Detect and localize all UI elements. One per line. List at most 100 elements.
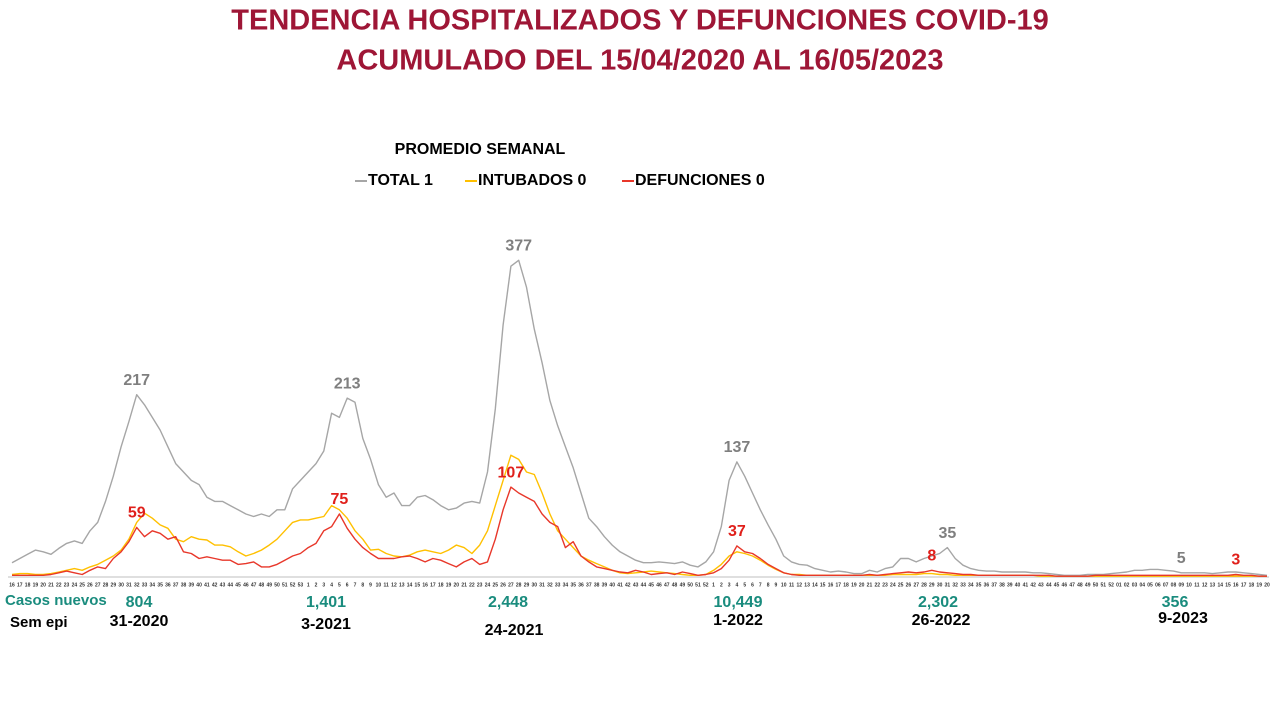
x-tick-label: 13 [804,582,810,588]
x-tick-label: 27 [913,582,919,588]
x-tick-label: 12 [797,582,803,588]
x-tick-label: 21 [461,582,467,588]
x-tick-label: 37 [991,582,997,588]
x-tick-label: 16 [9,582,15,588]
x-tick-label: 19 [446,582,452,588]
cases-value: 356 [1162,594,1189,611]
data-label: 59 [128,505,146,522]
x-tick-label: 37 [173,582,179,588]
x-tick-label: 08 [1171,582,1177,588]
x-tick-label: 38 [594,582,600,588]
x-tick-label: 5 [338,582,341,588]
x-tick-label: 20 [40,582,46,588]
x-tick-label: 22 [56,582,62,588]
x-tick-label: 19 [1256,582,1262,588]
x-tick-label: 46 [1062,582,1068,588]
x-tick-label: 20 [859,582,865,588]
data-label: 377 [505,238,532,255]
legend-title: PROMEDIO SEMANAL [395,141,566,158]
legend-label: INTUBADOS 0 [478,172,587,189]
data-label: 5 [1177,550,1186,567]
x-tick-label: 02 [1124,582,1130,588]
x-tick-label: 20 [1264,582,1270,588]
x-tick-label: 16 [1233,582,1239,588]
x-tick-label: 38 [999,582,1005,588]
data-label: 37 [728,523,746,540]
x-tick-label: 51 [1101,582,1107,588]
x-tick-label: 20 [454,582,460,588]
x-tick-label: 34 [150,582,156,588]
x-tick-label: 50 [1093,582,1099,588]
x-tick-label: 18 [1249,582,1255,588]
x-tick-label: 48 [672,582,678,588]
x-tick-label: 12 [1202,582,1208,588]
x-tick-label: 33 [960,582,966,588]
x-tick-label: 5 [743,582,746,588]
x-tick-label: 32 [547,582,553,588]
x-tick-label: 52 [290,582,296,588]
data-label: 35 [939,525,957,542]
x-tick-label: 24 [72,582,78,588]
x-tick-label: 48 [1077,582,1083,588]
x-tick-label: 32 [952,582,958,588]
x-tick-label: 25 [79,582,85,588]
x-tick-label: 23 [64,582,70,588]
x-tick-label: 19 [851,582,857,588]
x-tick-label: 06 [1155,582,1161,588]
x-tick-label: 42 [212,582,218,588]
chart-title: TENDENCIA HOSPITALIZADOS Y DEFUNCIONES C… [231,5,1048,37]
x-tick-label: 21 [867,582,873,588]
x-tick-label: 17 [1241,582,1247,588]
x-tick-label: 6 [751,582,754,588]
x-tick-label: 49 [266,582,272,588]
x-tick-label: 43 [220,582,226,588]
x-tick-label: 29 [524,582,530,588]
x-tick-label: 22 [874,582,880,588]
data-label: 213 [334,375,361,392]
x-tick-label: 15 [820,582,826,588]
data-label: 137 [724,439,751,456]
x-tick-label: 36 [984,582,990,588]
chart-subtitle: ACUMULADO DEL 15/04/2020 AL 16/05/2023 [336,45,943,77]
x-tick-label: 4 [330,582,333,588]
x-tick-label: 3 [728,582,731,588]
x-tick-label: 09 [1178,582,1184,588]
x-tick-label: 45 [1054,582,1060,588]
week-value: 24-2021 [485,622,544,639]
x-tick-label: 44 [1046,582,1052,588]
x-tick-label: 49 [1085,582,1091,588]
series-line [12,486,1267,577]
x-tick-label: 24 [890,582,896,588]
x-tick-label: 2 [720,582,723,588]
x-tick-label: 26 [906,582,912,588]
x-tick-label: 41 [204,582,210,588]
x-tick-label: 04 [1139,582,1145,588]
x-tick-label: 14 [1217,582,1223,588]
x-tick-label: 52 [703,582,709,588]
x-tick-label: 8 [767,582,770,588]
x-tick-label: 26 [500,582,506,588]
x-tick-label: 43 [633,582,639,588]
x-tick-label: 21 [48,582,54,588]
x-tick-label: 6 [346,582,349,588]
x-tick-label: 28 [921,582,927,588]
x-tick-label: 50 [687,582,693,588]
x-tick-label: 39 [189,582,195,588]
x-tick-label: 38 [181,582,187,588]
x-tick-label: 29 [111,582,117,588]
x-tick-label: 14 [812,582,818,588]
x-tick-label: 03 [1132,582,1138,588]
x-tick-label: 34 [563,582,569,588]
x-tick-label: 22 [469,582,475,588]
x-tick-label: 30 [937,582,943,588]
x-tick-label: 43 [1038,582,1044,588]
x-tick-label: 30 [118,582,124,588]
x-tick-label: 11 [1194,582,1200,588]
x-tick-label: 33 [142,582,148,588]
x-tick-label: 52 [1108,582,1114,588]
x-tick-label: 44 [227,582,233,588]
x-tick-label: 47 [664,582,670,588]
cases-value: 2,448 [488,594,528,611]
x-tick-label: 46 [243,582,249,588]
x-tick-label: 13 [1210,582,1216,588]
